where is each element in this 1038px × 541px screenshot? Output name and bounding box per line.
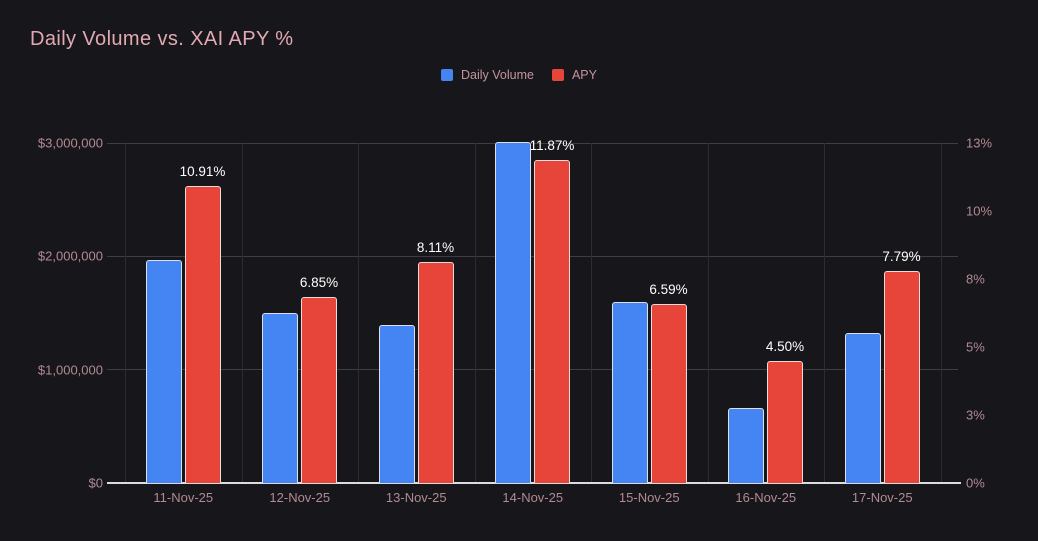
daily-volume-bar[interactable] bbox=[495, 141, 531, 483]
v-gridline bbox=[707, 143, 709, 483]
v-gridline bbox=[940, 143, 942, 483]
right-axis-tick-label: 8% bbox=[966, 271, 985, 287]
plot-area: 10.91% 6.85% 8.11% 11.87% 6.59% 4.50% 7.79% bbox=[125, 138, 941, 483]
bar-group-14-Nov-25: 11.87% bbox=[475, 138, 592, 483]
apy-bar[interactable] bbox=[184, 186, 221, 483]
bar-group-17-Nov-25: 7.79% bbox=[824, 143, 941, 483]
daily-volume-bar[interactable] bbox=[611, 301, 648, 483]
bar-group-13-Nov-25: 8.11% bbox=[358, 143, 475, 483]
legend-swatch-icon bbox=[551, 69, 564, 81]
v-gridline bbox=[358, 143, 359, 483]
right-axis-tick-label: 10% bbox=[966, 203, 993, 219]
h-gridline bbox=[107, 142, 958, 144]
daily-volume-bar[interactable] bbox=[728, 407, 764, 483]
right-axis-tick-label: 13% bbox=[966, 135, 993, 151]
v-gridline bbox=[591, 143, 592, 483]
daily-volume-bar[interactable] bbox=[378, 325, 415, 483]
x-axis-category-label: 11-Nov-25 bbox=[153, 490, 214, 505]
right-axis-tick-label: 3% bbox=[966, 407, 985, 423]
x-axis-category-label: 14-Nov-25 bbox=[502, 490, 564, 505]
x-axis-category-label: 12-Nov-25 bbox=[269, 490, 331, 505]
left-axis-tick-label: $2,000,000 bbox=[37, 248, 103, 264]
apy-data-label: 7.79% bbox=[882, 249, 921, 265]
h-gridline bbox=[107, 255, 958, 257]
h-gridline bbox=[107, 369, 958, 371]
legend-label: APY bbox=[571, 68, 597, 82]
apy-data-label: 4.50% bbox=[765, 338, 805, 354]
apy-bar[interactable] bbox=[767, 360, 803, 483]
v-gridline bbox=[241, 143, 243, 483]
apy-data-label: 6.59% bbox=[649, 281, 688, 297]
chart-title: Daily Volume vs. XAI APY % bbox=[30, 28, 294, 50]
apy-bar[interactable] bbox=[417, 262, 454, 483]
apy-data-label: 11.87% bbox=[529, 138, 575, 154]
bar-group-15-Nov-25: 6.59% bbox=[591, 143, 708, 483]
bar-group-11-Nov-25: 10.91% bbox=[125, 143, 242, 483]
v-gridline bbox=[824, 143, 825, 483]
legend-item-0[interactable]: Daily Volume bbox=[441, 68, 534, 82]
legend: Daily Volume APY bbox=[0, 68, 1038, 82]
legend-swatch-icon bbox=[441, 69, 454, 81]
daily-volume-bar[interactable] bbox=[262, 313, 298, 483]
apy-data-label: 10.91% bbox=[179, 164, 226, 180]
daily-volume-bar[interactable] bbox=[145, 259, 182, 483]
bar-group-16-Nov-25: 4.50% bbox=[708, 143, 825, 483]
legend-item-1[interactable]: APY bbox=[551, 68, 597, 82]
legend-label: Daily Volume bbox=[461, 68, 534, 82]
left-axis-tick-label: $0 bbox=[88, 475, 103, 491]
apy-bar[interactable] bbox=[534, 160, 570, 483]
apy-bar[interactable] bbox=[301, 296, 337, 483]
apy-data-label: 6.85% bbox=[299, 274, 339, 290]
x-axis-line bbox=[107, 482, 961, 484]
apy-data-label: 8.11% bbox=[416, 240, 455, 256]
right-axis-tick-label: 0% bbox=[966, 475, 985, 491]
x-axis-category-label: 16-Nov-25 bbox=[735, 490, 797, 505]
daily-volume-bar[interactable] bbox=[844, 332, 881, 483]
apy-bar[interactable] bbox=[650, 303, 687, 483]
apy-bar[interactable] bbox=[883, 271, 920, 483]
v-gridline bbox=[125, 143, 126, 483]
x-axis-category-label: 15-Nov-25 bbox=[618, 490, 680, 505]
left-axis-tick-label: $3,000,000 bbox=[37, 135, 103, 151]
bar-group-12-Nov-25: 6.85% bbox=[242, 143, 359, 483]
right-axis-tick-label: 5% bbox=[966, 339, 985, 355]
left-axis-tick-label: $1,000,000 bbox=[37, 362, 103, 378]
x-axis-category-label: 13-Nov-25 bbox=[385, 490, 447, 505]
x-axis-category-label: 17-Nov-25 bbox=[851, 490, 913, 505]
v-gridline bbox=[474, 143, 476, 483]
